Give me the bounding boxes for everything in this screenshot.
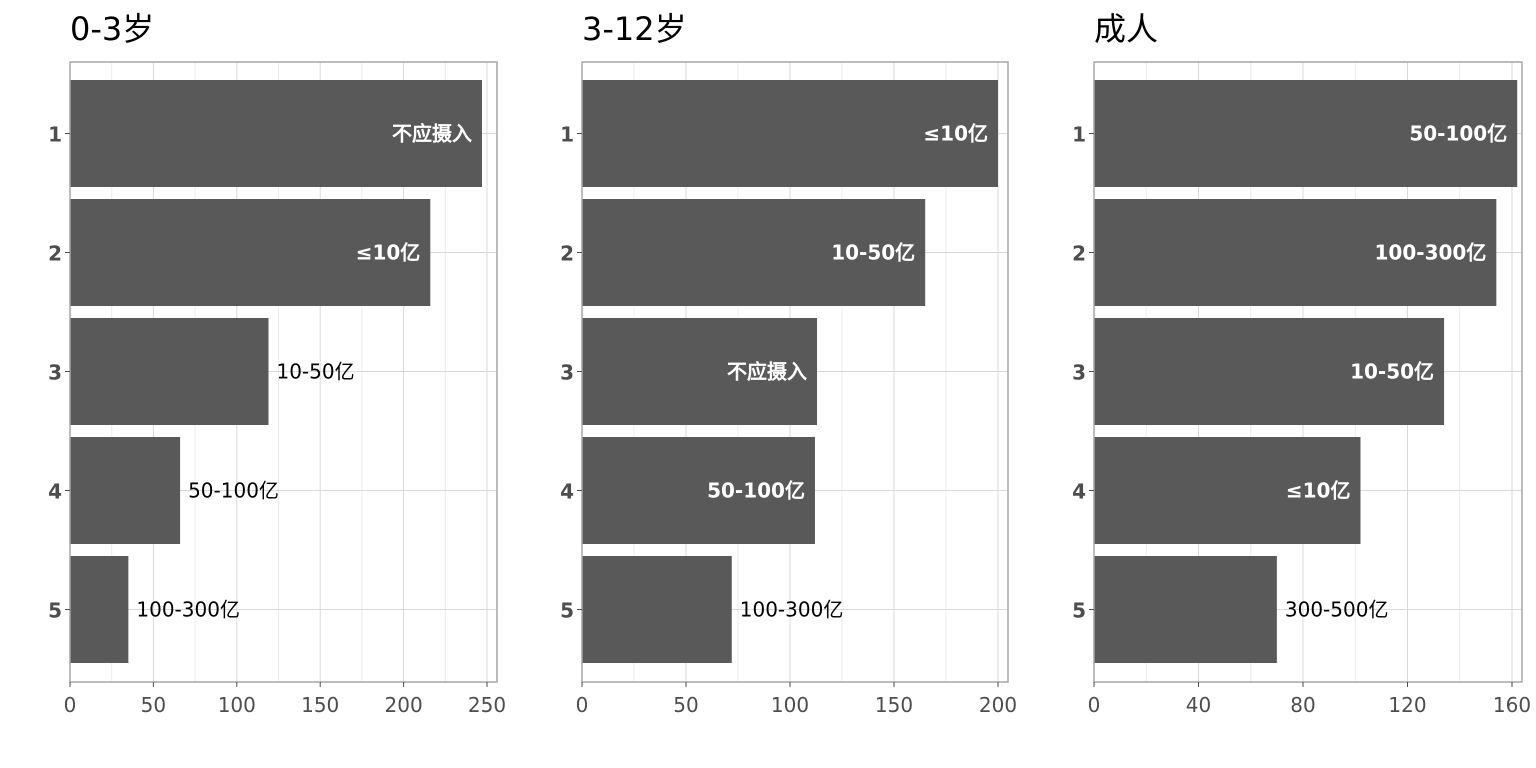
bar-5 xyxy=(70,556,129,663)
bar-label: 100-300亿 xyxy=(136,598,240,622)
bar-4 xyxy=(582,437,815,544)
bar-label: 10-50亿 xyxy=(831,241,915,265)
y-tick-label: 3 xyxy=(1072,361,1086,385)
bar-3 xyxy=(70,318,269,425)
x-tick-label: 100 xyxy=(218,693,256,717)
bar-3 xyxy=(1094,318,1445,425)
x-tick-label: 80 xyxy=(1290,693,1315,717)
y-tick-label: 4 xyxy=(1072,480,1086,504)
bar-label: ≤10亿 xyxy=(356,241,421,265)
y-tick-label: 2 xyxy=(1072,242,1086,266)
y-tick-label: 1 xyxy=(48,123,62,147)
x-tick-label: 0 xyxy=(576,693,589,717)
bar-label: 10-50亿 xyxy=(1350,360,1434,384)
x-tick-label: 150 xyxy=(875,693,913,717)
bar-1 xyxy=(70,80,482,187)
panel-2: 3-12岁≤10亿10-50亿不应摄入50-100亿100-300亿123450… xyxy=(560,10,1017,717)
bar-label: 不应摄入 xyxy=(727,360,807,384)
bar-label: 300-500亿 xyxy=(1285,598,1389,622)
x-tick-label: 100 xyxy=(771,693,809,717)
y-tick-label: 1 xyxy=(1072,123,1086,147)
bar-label: 50-100亿 xyxy=(1409,122,1507,146)
x-tick-label: 150 xyxy=(301,693,339,717)
bar-label: 不应摄入 xyxy=(392,122,472,146)
x-tick-label: 50 xyxy=(673,693,698,717)
panel-3: 成人 50-100亿 100-300亿 10-50亿 ≤10亿 300-500亿 1 2 3 4 5… xyxy=(1072,10,1531,717)
bar-label: ≤10亿 xyxy=(923,122,988,146)
bar-2 xyxy=(70,199,431,306)
y-tick-label: 2 xyxy=(48,242,62,266)
x-tick-label: 200 xyxy=(979,693,1017,717)
bar-label: 50-100亿 xyxy=(707,479,805,503)
x-tick-label: 160 xyxy=(1493,693,1531,717)
bar-2 xyxy=(1094,199,1497,306)
y-tick-label: 3 xyxy=(560,361,574,385)
y-tick-label: 3 xyxy=(48,361,62,385)
bar-label: 100-300亿 xyxy=(740,598,844,622)
y-tick-label: 5 xyxy=(48,599,62,623)
bar-3 xyxy=(582,318,818,425)
x-tick-label: 200 xyxy=(385,693,423,717)
y-tick-label: 4 xyxy=(48,480,62,504)
bar-label: ≤10亿 xyxy=(1286,479,1351,503)
y-tick-label: 1 xyxy=(560,123,574,147)
x-tick-label: 50 xyxy=(141,693,166,717)
x-tick-label: 0 xyxy=(64,693,77,717)
bar-label: 100-300亿 xyxy=(1375,241,1487,265)
x-tick-label: 120 xyxy=(1388,693,1426,717)
bar-4 xyxy=(1094,437,1361,544)
bar-5 xyxy=(582,556,732,663)
y-tick-label: 5 xyxy=(1072,599,1086,623)
bar-label: 10-50亿 xyxy=(276,360,354,384)
bar-5 xyxy=(1094,556,1277,663)
bar-2 xyxy=(582,199,926,306)
panel-title: 成人 xyxy=(1094,10,1158,48)
bar-4 xyxy=(70,437,181,544)
panel-title: 0-3岁 xyxy=(70,10,154,48)
x-tick-label: 40 xyxy=(1186,693,1211,717)
x-tick-label: 0 xyxy=(1088,693,1101,717)
y-tick-label: 4 xyxy=(560,480,574,504)
bar-label: 50-100亿 xyxy=(188,479,279,503)
y-tick-label: 5 xyxy=(560,599,574,623)
bar-1 xyxy=(1094,80,1518,187)
y-tick-label: 2 xyxy=(560,242,574,266)
bar-1 xyxy=(582,80,998,187)
panel-title: 3-12岁 xyxy=(582,10,687,48)
x-tick-label: 250 xyxy=(468,693,506,717)
